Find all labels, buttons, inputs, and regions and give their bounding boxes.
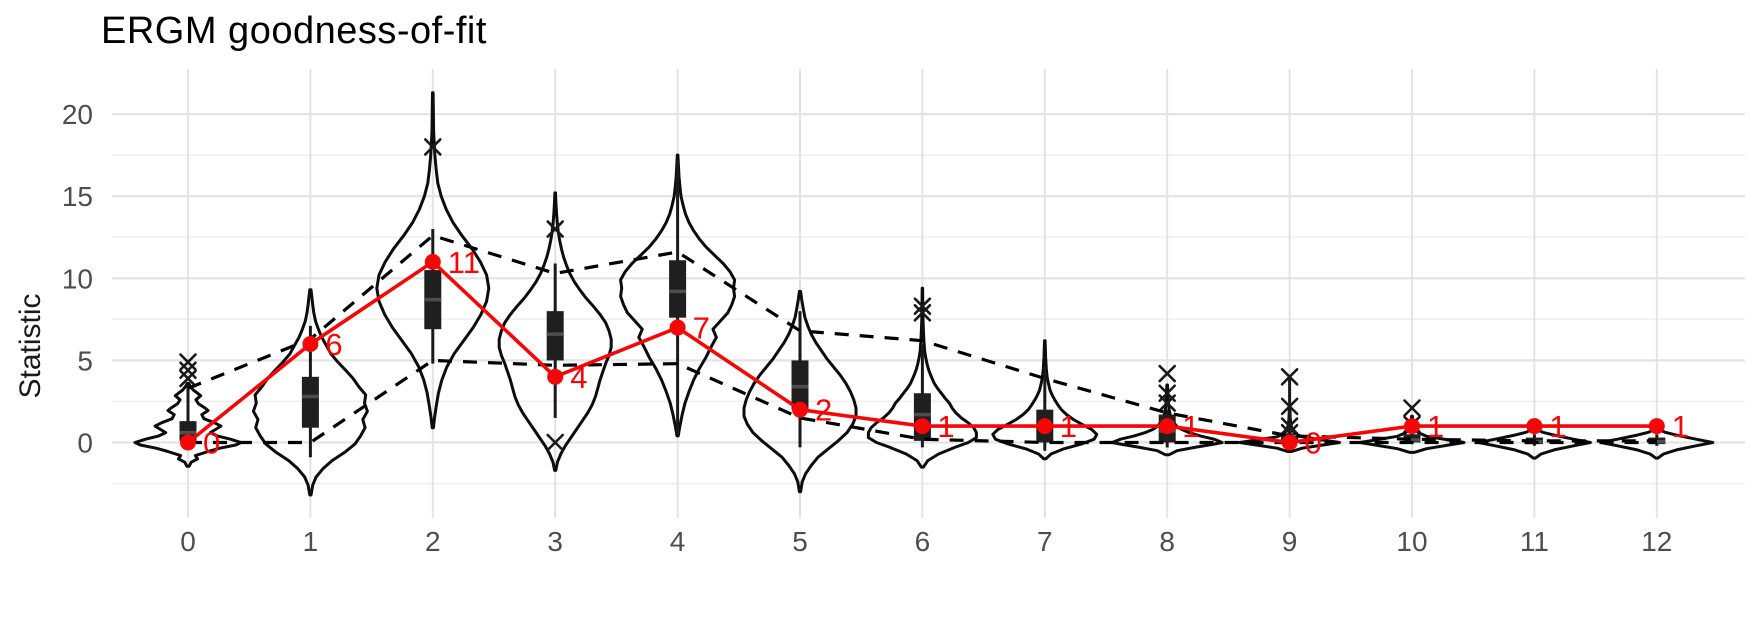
box-iqr bbox=[301, 376, 319, 428]
x-tick-label: 0 bbox=[180, 526, 196, 557]
x-tick-label: 9 bbox=[1282, 526, 1298, 557]
x-tick-label: 3 bbox=[547, 526, 563, 557]
y-tick-label: 10 bbox=[62, 263, 93, 294]
observed-point bbox=[669, 319, 686, 336]
observed-value-label: 4 bbox=[570, 360, 587, 395]
x-tick-label: 8 bbox=[1159, 526, 1175, 557]
observed-point bbox=[914, 418, 931, 435]
x-tick-label: 7 bbox=[1037, 526, 1053, 557]
observed-value-label: 1 bbox=[1427, 409, 1444, 444]
outlier-x-icon bbox=[179, 353, 197, 371]
y-tick-label: 15 bbox=[62, 181, 93, 212]
y-tick-label: 0 bbox=[77, 428, 93, 459]
observed-value-label: 1 bbox=[1060, 409, 1077, 444]
x-tick-label: 12 bbox=[1641, 526, 1672, 557]
observed-point bbox=[1648, 418, 1665, 435]
outlier-x-icon bbox=[913, 303, 932, 322]
observed-point bbox=[302, 335, 319, 352]
y-tick-label: 20 bbox=[62, 99, 93, 130]
x-tick-label: 5 bbox=[792, 526, 808, 557]
y-axis-title: Statistic bbox=[14, 293, 47, 399]
violin-shape bbox=[251, 288, 369, 497]
chart-title: ERGM goodness-of-fit bbox=[101, 10, 487, 52]
envelope-lower-dashed-line bbox=[188, 358, 1657, 445]
outlier-x-icon bbox=[1158, 364, 1176, 383]
x-tick-label: 2 bbox=[425, 526, 441, 557]
observed-value-label: 7 bbox=[693, 311, 710, 346]
x-tick-label: 1 bbox=[303, 526, 319, 557]
observed-point bbox=[424, 253, 441, 270]
observed-point bbox=[547, 368, 564, 385]
outlier-x-icon bbox=[546, 433, 565, 452]
observed-value-label: 2 bbox=[815, 393, 832, 428]
outlier-x-icon bbox=[1280, 417, 1299, 435]
violin-shape bbox=[133, 381, 243, 468]
outlier-x-icon bbox=[913, 297, 932, 316]
observed-point bbox=[180, 434, 196, 451]
box-iqr bbox=[669, 260, 687, 318]
observed-value-label: 1 bbox=[937, 409, 954, 444]
outlier-x-icon bbox=[1403, 399, 1421, 417]
observed-point bbox=[1281, 434, 1298, 451]
observed-value-label: 1 bbox=[1549, 409, 1566, 444]
x-tick-label: 4 bbox=[670, 526, 686, 557]
observed-point bbox=[1404, 418, 1420, 435]
observed-point bbox=[792, 401, 808, 418]
outlier-x-icon bbox=[1280, 368, 1299, 386]
violin-shape bbox=[1110, 383, 1224, 457]
violin-shape bbox=[497, 191, 613, 472]
x-tick-label: 10 bbox=[1396, 526, 1427, 557]
observed-value-label: 0 bbox=[203, 426, 220, 461]
observed-value-label: 1 bbox=[1672, 409, 1689, 444]
violin-shape bbox=[375, 91, 491, 430]
observed-value-label: 1 bbox=[1182, 409, 1199, 444]
outlier-x-icon bbox=[546, 220, 565, 238]
x-tick-label: 6 bbox=[915, 526, 931, 557]
observed-value-label: 11 bbox=[448, 245, 480, 280]
y-tick-label: 5 bbox=[77, 345, 93, 376]
outlier-x-icon bbox=[423, 138, 442, 156]
violin-shape bbox=[619, 153, 737, 438]
observed-value-label: 6 bbox=[325, 327, 342, 362]
outlier-x-icon bbox=[1158, 384, 1176, 403]
observed-point bbox=[1036, 418, 1053, 435]
violin-shape bbox=[742, 289, 858, 494]
observed-value-label: 0 bbox=[1305, 426, 1322, 461]
outlier-x-icon bbox=[1280, 397, 1299, 416]
observed-point bbox=[1526, 418, 1543, 435]
observed-point bbox=[1159, 418, 1176, 435]
envelope-upper-dashed-line bbox=[187, 233, 1657, 443]
x-tick-label: 11 bbox=[1520, 526, 1549, 557]
